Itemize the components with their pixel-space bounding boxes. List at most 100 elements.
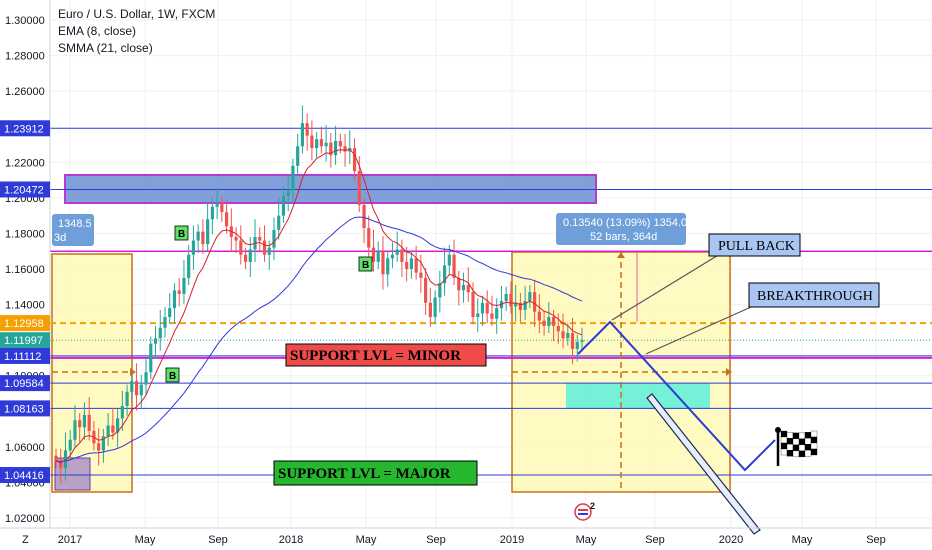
flag-cell [786, 444, 794, 451]
smma-legend[interactable]: SMMA (21, close) [58, 41, 153, 55]
flag-cell [810, 448, 818, 456]
measure-left-line1: 1348.5 [58, 218, 92, 230]
candle-body [357, 171, 361, 205]
time-tick-label: May [135, 534, 156, 546]
candle-body [234, 236, 238, 241]
candle-body [291, 165, 295, 191]
flag-cell [804, 450, 812, 457]
finish-flag-icon [775, 427, 818, 466]
price-tick-label: 1.26000 [5, 86, 45, 98]
flag-cell [798, 450, 806, 458]
event-badge-icon[interactable]: 2 [574, 501, 595, 521]
axis-corner-label: Z [22, 534, 29, 546]
candle-body [400, 249, 404, 262]
ema-line [55, 149, 583, 464]
price-tag-bg [0, 332, 50, 349]
candle-body [352, 148, 357, 172]
target-pointer [646, 393, 761, 535]
flag-cell [792, 432, 800, 440]
support-major-box[interactable]: SUPPORT LVL = MAJOR [273, 460, 478, 486]
flag-cell [786, 438, 794, 445]
price-tick-label: 1.30000 [5, 15, 45, 27]
candle-body [262, 240, 267, 255]
pullback-callout[interactable]: PULL BACK [708, 233, 801, 257]
flag-cell [810, 436, 818, 444]
candle-body [319, 139, 323, 147]
candle-body [300, 123, 305, 147]
flag-cell [798, 444, 806, 452]
flag-cell [780, 448, 788, 456]
candle-body [570, 333, 575, 350]
buy-marker-1[interactable]: B [174, 225, 189, 241]
candle-body [338, 140, 342, 147]
candle-body [182, 277, 186, 294]
time-tick-label: May [576, 534, 597, 546]
breakthrough-callout[interactable]: BREAKTHROUGH [748, 282, 880, 308]
pullback-pointer [611, 253, 721, 321]
candle-body [134, 381, 139, 396]
candle-body [495, 308, 499, 319]
candle-body [414, 258, 418, 273]
event-badge-count: 2 [590, 501, 595, 511]
breakthrough-pointer [645, 302, 761, 355]
buy-marker-3[interactable]: B [165, 367, 180, 383]
ema-legend[interactable]: EMA (8, close) [58, 24, 137, 38]
price-tag-label: 1.11112 [4, 351, 41, 363]
price-tags: 1.23912 1.20472 1.12958 1.11997 1.11112 1.095… [0, 120, 50, 484]
candle-body [125, 391, 129, 406]
projection-path [577, 320, 776, 472]
candle-body [163, 317, 167, 328]
support-minor-box[interactable]: SUPPORT LVL = MINOR [285, 343, 487, 367]
buy-marker-2[interactable]: B [358, 256, 373, 272]
flag-cell [792, 438, 800, 446]
axis-corner-button[interactable]: Z [22, 534, 29, 546]
candle-body [409, 258, 414, 269]
candle-body [381, 251, 385, 275]
chart-legend: Euro / U.S. Dollar, 1W, FXCM EMA (8, clo… [58, 6, 215, 57]
candle-body [153, 338, 158, 344]
price-tag-bg [0, 347, 50, 364]
price-tick-label: 1.16000 [5, 264, 45, 276]
measure-left[interactable]: 1348.5 3d [52, 214, 94, 246]
time-tick-label: 2019 [500, 534, 524, 546]
candle-body [424, 277, 428, 303]
candle-body [466, 285, 470, 293]
candle-body [187, 254, 191, 278]
price-tag-bg [0, 315, 50, 332]
flag-cell [792, 450, 800, 458]
candle-body [528, 292, 532, 302]
pullback-label: PULL BACK [718, 239, 795, 254]
support-lines [50, 127, 932, 476]
candle-body [172, 290, 177, 309]
candle-body [533, 292, 537, 312]
candle-body [367, 228, 371, 248]
candle-body [191, 240, 196, 255]
candle-body [428, 302, 432, 318]
target-zone[interactable] [566, 383, 710, 409]
candle-body [305, 123, 309, 136]
candle-body [362, 204, 366, 229]
candle-body [551, 317, 556, 326]
candle-body [196, 231, 200, 241]
candle-body [286, 190, 290, 197]
price-axis-bg [0, 0, 50, 528]
flag-cell [780, 436, 788, 444]
candle-body [73, 420, 77, 440]
candle-body [504, 293, 508, 302]
support-minor-label: SUPPORT LVL = MINOR [290, 348, 461, 364]
candle-body [343, 146, 347, 152]
measure-right-line1: 0.13540 (13.09%) 1354.0 [563, 217, 687, 229]
support-major-label: SUPPORT LVL = MAJOR [278, 466, 451, 482]
price-axis[interactable]: 1.300001.280001.260001.220001.200001.180… [0, 0, 51, 528]
candle-body [509, 293, 513, 307]
candle-body [168, 308, 172, 318]
candle-body [438, 283, 442, 298]
candle-body [390, 254, 395, 259]
price-tag-bg [0, 467, 50, 484]
time-axis[interactable]: 2017 May Sep 2018 May Sep 2019 May Sep 2020 May Sep [58, 534, 886, 546]
candle-body [310, 135, 314, 149]
flag-cell [792, 444, 800, 452]
measure-right[interactable]: 0.13540 (13.09%) 1354.0 52 bars, 364d [556, 213, 687, 245]
price-tag-label: 1.08163 [4, 403, 44, 415]
price-tag-label: 1.11997 [4, 335, 43, 347]
